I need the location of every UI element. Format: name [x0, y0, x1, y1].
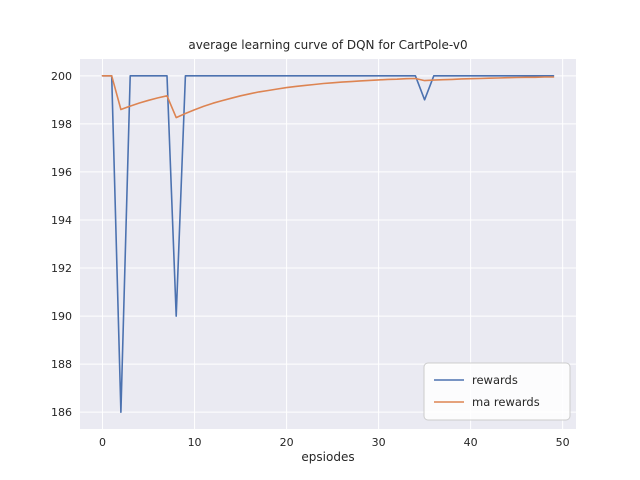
legend-label-ma-rewards: ma rewards: [472, 395, 540, 409]
x-tick-label: 30: [372, 436, 386, 449]
x-tick-label: 0: [99, 436, 106, 449]
legend-box: [423, 362, 571, 421]
legend-label-rewards: rewards: [472, 373, 518, 387]
y-tick-label: 186: [51, 406, 72, 419]
x-tick-label: 20: [280, 436, 294, 449]
y-tick-label: 196: [51, 166, 72, 179]
chart-title: average learning curve of DQN for CartPo…: [188, 38, 468, 52]
x-tick-label: 40: [464, 436, 478, 449]
y-tick-label: 198: [51, 118, 72, 131]
x-tick-label: 10: [188, 436, 202, 449]
y-tick-label: 190: [51, 310, 72, 323]
x-axis-label: epsiodes: [301, 450, 355, 464]
x-tick-label: 50: [556, 436, 570, 449]
y-tick-label: 200: [51, 70, 72, 83]
y-tick-label: 188: [51, 358, 72, 371]
series-line-ma-rewards: [101, 75, 555, 119]
series-line-rewards: [101, 75, 555, 414]
y-tick-label: 192: [51, 262, 72, 275]
y-tick-label: 194: [51, 214, 72, 227]
